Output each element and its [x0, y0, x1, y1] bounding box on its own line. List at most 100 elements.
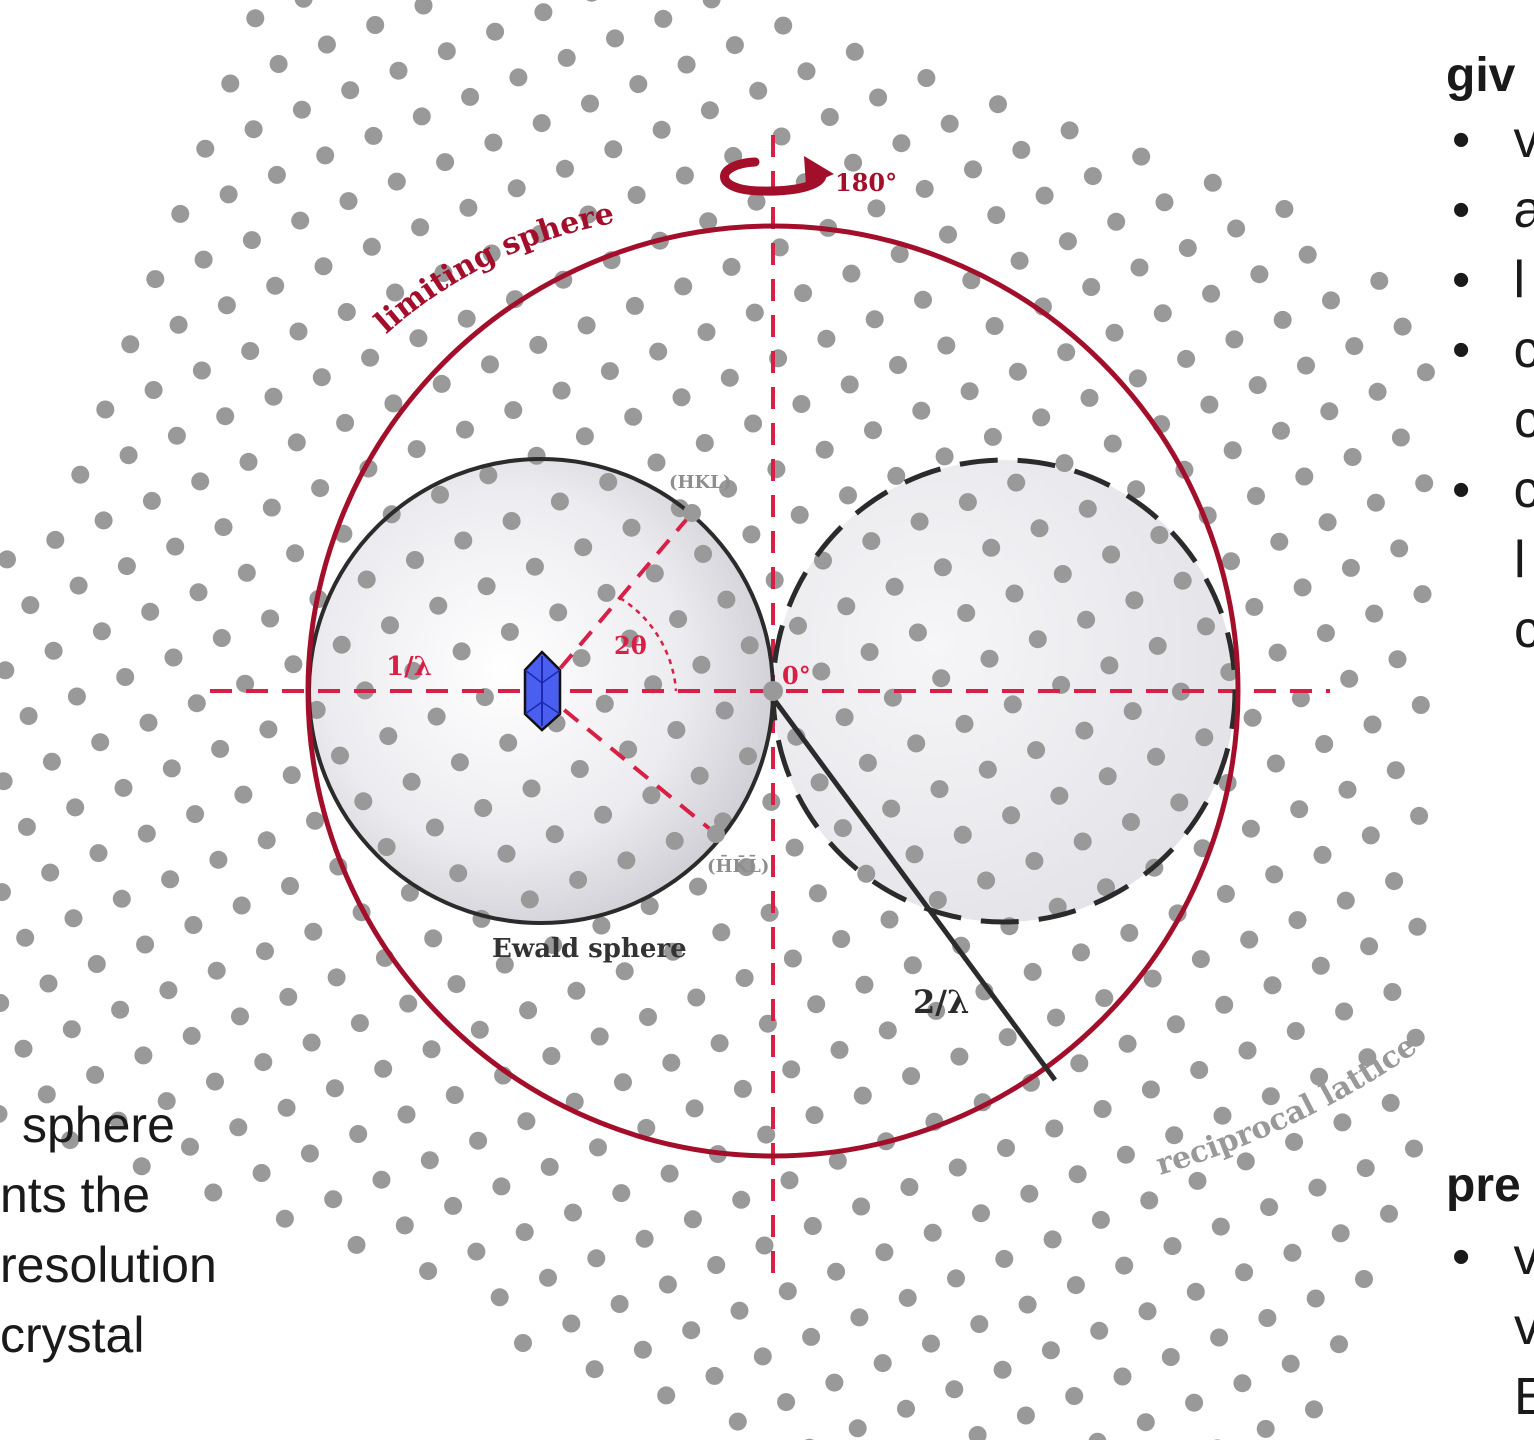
lattice-point	[1055, 454, 1074, 473]
lattice-point	[470, 1020, 489, 1039]
lattice-point	[194, 250, 213, 269]
lattice-point	[778, 1282, 797, 1301]
lattice-point	[1088, 1432, 1107, 1440]
lattice-point	[657, 1386, 676, 1405]
lattice-point	[549, 603, 568, 622]
lattice-point	[402, 772, 421, 791]
lattice-point	[1027, 741, 1046, 760]
lattice-point	[237, 563, 256, 582]
lattice-point	[1413, 585, 1432, 604]
lattice-point	[121, 335, 140, 354]
lattice-point	[692, 655, 711, 674]
lattice-point	[1116, 1145, 1135, 1164]
lattice-point	[597, 583, 616, 602]
lattice-point	[735, 969, 754, 987]
reciprocal-lattice-points	[0, 0, 1435, 1440]
lattice-point	[744, 414, 763, 433]
lattice-point	[962, 271, 981, 290]
lattice-point	[1260, 1198, 1279, 1217]
lattice-point	[586, 0, 597, 2]
lattice-point	[317, 35, 336, 54]
lattice-point	[865, 310, 884, 329]
lattice-point	[1286, 1022, 1305, 1040]
lattice-point	[62, 1020, 81, 1039]
lattice-point	[1313, 845, 1332, 864]
lattice-point	[444, 1196, 463, 1215]
lattice-point	[434, 264, 453, 282]
lattice-point	[674, 277, 693, 296]
lattice-point	[139, 713, 158, 732]
lattice-point	[998, 1028, 1017, 1047]
lattice-point	[615, 962, 634, 981]
lattice-point	[1295, 467, 1314, 486]
lattice-point	[192, 361, 211, 380]
lattice-point	[1411, 696, 1430, 714]
lattice-point	[209, 850, 228, 869]
lattice-point	[672, 388, 691, 407]
lattice-point	[409, 329, 428, 348]
lattice-point	[1080, 388, 1099, 407]
lattice-point	[812, 662, 831, 681]
lattice-point	[900, 1178, 919, 1196]
lattice-point	[1322, 291, 1340, 310]
lattice-point	[1032, 408, 1051, 427]
rotation-arrow-icon	[720, 156, 834, 196]
lattice-point	[497, 844, 516, 863]
lattice-point	[1070, 1054, 1089, 1073]
lattice-point	[579, 205, 598, 224]
lattice-point	[519, 1001, 538, 1020]
lattice-point	[749, 81, 768, 100]
lattice-point	[753, 1347, 772, 1366]
lattice-point	[1140, 1191, 1159, 1210]
lattice-point	[606, 29, 624, 48]
lattice-point	[649, 342, 668, 361]
lattice-point	[171, 204, 190, 223]
lattice-point	[577, 316, 596, 335]
lattice-point	[835, 708, 854, 727]
lattice-point	[702, 0, 721, 9]
lattice-point	[229, 1118, 248, 1137]
lattice-point	[292, 100, 311, 119]
lattice-point	[424, 929, 443, 948]
lattice-point	[384, 394, 403, 413]
lattice-point	[1186, 1282, 1205, 1301]
lattice-point	[1122, 813, 1140, 831]
lattice-point	[362, 237, 381, 256]
lattice-point	[1053, 565, 1072, 583]
lattice-point	[777, 1393, 796, 1412]
lattice-point	[161, 870, 180, 889]
lattice-point	[87, 955, 106, 973]
lattice-point	[1355, 1270, 1373, 1288]
lattice-point	[782, 1060, 801, 1079]
lattice-point	[522, 779, 541, 798]
lattice-point	[527, 446, 546, 465]
lattice-point	[234, 785, 253, 804]
lattice-point	[574, 538, 593, 557]
right-bullet-5: • c	[1452, 455, 1534, 525]
ewald-sphere-label: Ewald sphere	[492, 934, 687, 964]
lattice-point	[459, 198, 478, 217]
lattice-point	[1130, 258, 1149, 277]
lattice-point	[1012, 140, 1031, 159]
lattice-point	[1102, 545, 1121, 564]
lattice-point	[109, 1111, 128, 1130]
lattice-point	[1203, 173, 1222, 192]
lattice-point	[550, 492, 569, 511]
lattice-point	[1065, 1387, 1084, 1405]
lattice-point	[492, 1177, 511, 1196]
lattice-point	[923, 1223, 942, 1242]
lattice-point	[810, 773, 829, 792]
lattice-point	[1078, 499, 1097, 518]
lattice-point	[989, 95, 1007, 114]
lattice-point	[502, 512, 521, 530]
lattice-point	[837, 597, 856, 616]
lattice-point	[908, 623, 927, 642]
lattice-point	[728, 1412, 747, 1431]
hkl-point	[683, 504, 701, 522]
lattice-point	[848, 1419, 867, 1438]
lattice-point	[1311, 956, 1330, 975]
lattice-point	[1345, 337, 1364, 356]
lattice-point	[1306, 1289, 1325, 1308]
lattice-point	[1136, 1413, 1155, 1432]
lattice-point	[0, 994, 10, 1012]
